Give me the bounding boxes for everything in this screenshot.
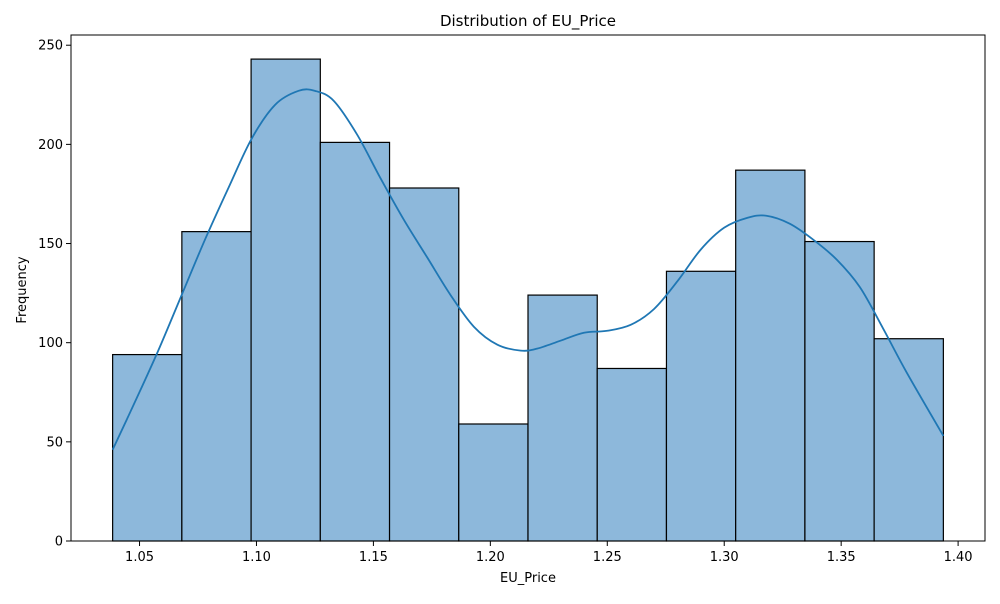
histogram-bar — [250, 58, 321, 542]
x-tick-label: 1.40 — [944, 550, 973, 565]
histogram-bar — [319, 141, 391, 542]
chart-title: Distribution of EU_Price — [440, 12, 616, 31]
histogram-bar — [458, 423, 529, 542]
histogram-bar — [873, 338, 944, 542]
histogram-bar — [388, 187, 460, 542]
y-axis-label: Frequency — [15, 256, 30, 323]
x-tick-label: 1.30 — [710, 550, 739, 565]
kde-line — [111, 88, 945, 451]
y-tick-label: 50 — [46, 435, 63, 450]
y-tick-label: 200 — [38, 138, 63, 153]
histogram-bar — [735, 169, 806, 542]
x-tick-label: 1.10 — [242, 550, 271, 565]
x-axis-label: EU_Price — [500, 571, 556, 586]
x-tick-label: 1.05 — [125, 550, 154, 565]
y-tick-label: 100 — [38, 336, 63, 351]
x-tick-label: 1.20 — [476, 550, 505, 565]
plot-frame — [70, 34, 986, 542]
histogram-bar — [527, 294, 598, 542]
kde-group — [111, 88, 945, 451]
histogram-bar — [804, 240, 875, 542]
y-tick-label: 250 — [38, 39, 63, 54]
x-tick-label: 1.25 — [593, 550, 622, 565]
histogram-bar — [596, 367, 668, 542]
x-tick-label: 1.35 — [827, 550, 856, 565]
histogram-bar — [112, 353, 183, 542]
histogram-bar — [665, 270, 737, 542]
axes-group: 1.05 1.10 1.15 1.20 1.25 1.30 1.35 1.40 0 50 100 15… — [38, 34, 986, 565]
histogram-bar — [181, 231, 252, 542]
y-tick-label: 150 — [38, 237, 63, 252]
x-tick-label: 1.15 — [359, 550, 388, 565]
y-tick-label: 0 — [55, 535, 63, 550]
bars-group — [112, 58, 944, 542]
